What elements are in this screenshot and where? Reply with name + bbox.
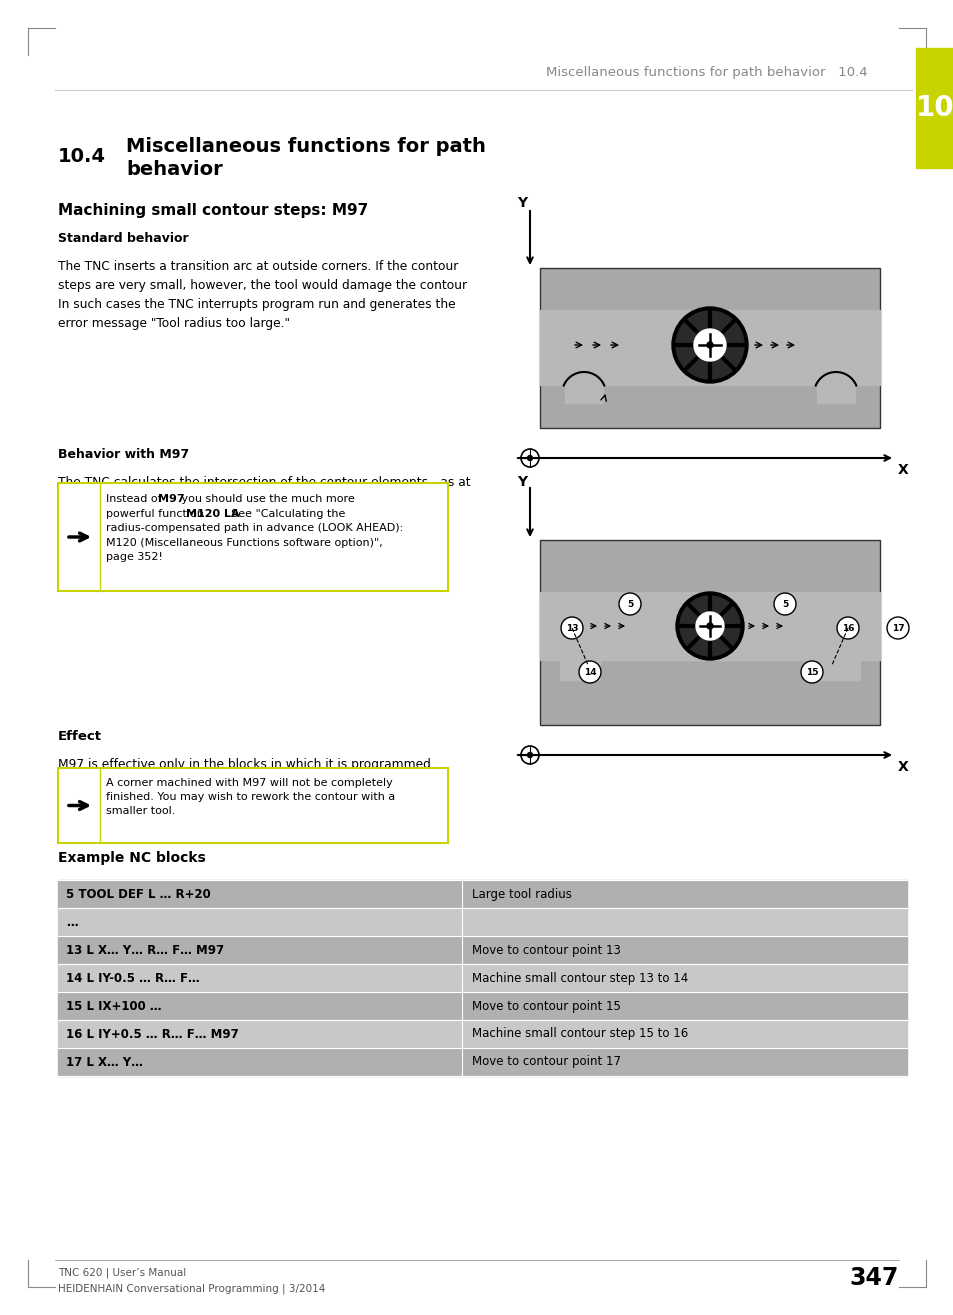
Circle shape xyxy=(836,617,858,639)
Circle shape xyxy=(706,342,712,348)
Text: Miscellaneous functions for path behavior   10.4: Miscellaneous functions for path behavio… xyxy=(546,66,867,79)
Circle shape xyxy=(560,617,582,639)
Circle shape xyxy=(693,329,725,362)
Text: In such cases the TNC interrupts program run and generates the
error message "To: In such cases the TNC interrupts program… xyxy=(58,299,456,330)
Text: 10: 10 xyxy=(915,93,953,122)
Bar xyxy=(564,385,602,402)
Text: smaller tool.: smaller tool. xyxy=(106,806,175,817)
Circle shape xyxy=(527,752,532,757)
Circle shape xyxy=(618,593,640,615)
Text: 13: 13 xyxy=(565,623,578,633)
Bar xyxy=(559,660,599,680)
Text: 17 L X… Y…: 17 L X… Y… xyxy=(66,1056,143,1069)
Circle shape xyxy=(696,611,723,640)
Text: A corner machined with M97 will not be completely: A corner machined with M97 will not be c… xyxy=(106,778,393,788)
Bar xyxy=(58,907,906,936)
Text: M120 LA: M120 LA xyxy=(186,509,239,518)
Text: Example NC blocks: Example NC blocks xyxy=(58,851,206,865)
Text: behavior: behavior xyxy=(126,160,222,179)
Bar xyxy=(58,880,906,907)
Text: 5: 5 xyxy=(626,600,633,609)
Bar xyxy=(915,49,953,168)
Text: Move to contour point 13: Move to contour point 13 xyxy=(472,943,620,956)
Text: 5: 5 xyxy=(781,600,787,609)
Text: finished. You may wish to rework the contour with a: finished. You may wish to rework the con… xyxy=(106,792,395,802)
Circle shape xyxy=(679,596,740,656)
Text: 16: 16 xyxy=(841,623,853,633)
Text: TNC 620 | User’s Manual: TNC 620 | User’s Manual xyxy=(58,1268,186,1278)
Text: Y: Y xyxy=(517,196,526,210)
Text: 17: 17 xyxy=(891,623,903,633)
Text: M97: M97 xyxy=(158,494,185,504)
Circle shape xyxy=(773,593,795,615)
Bar xyxy=(539,310,879,385)
Bar xyxy=(58,1048,906,1076)
Circle shape xyxy=(676,592,743,660)
Text: 10.4: 10.4 xyxy=(58,147,106,166)
Text: Y: Y xyxy=(517,475,526,489)
Bar xyxy=(58,992,906,1020)
Circle shape xyxy=(676,312,743,379)
Text: X: X xyxy=(897,463,908,477)
Text: Behavior with M97: Behavior with M97 xyxy=(58,448,189,462)
Circle shape xyxy=(520,448,538,467)
Text: …: … xyxy=(66,915,77,928)
Text: 14: 14 xyxy=(583,668,596,676)
Text: page 352!: page 352! xyxy=(106,552,163,562)
Bar xyxy=(539,268,879,427)
Bar xyxy=(539,592,879,660)
FancyBboxPatch shape xyxy=(58,483,448,590)
Text: The TNC inserts a transition arc at outside corners. If the contour
steps are ve: The TNC inserts a transition arc at outs… xyxy=(58,260,467,292)
Text: 5 TOOL DEF L … R+20: 5 TOOL DEF L … R+20 xyxy=(66,888,211,901)
Text: Move to contour point 15: Move to contour point 15 xyxy=(472,999,620,1013)
Circle shape xyxy=(886,617,908,639)
Text: Large tool radius: Large tool radius xyxy=(472,888,571,901)
Text: M97 is effective only in the blocks in which it is programmed.: M97 is effective only in the blocks in w… xyxy=(58,757,435,771)
Circle shape xyxy=(578,661,600,682)
Text: you should use the much more: you should use the much more xyxy=(178,494,355,504)
Text: X: X xyxy=(897,760,908,775)
Bar xyxy=(820,660,859,680)
Text: The TNC calculates the intersection of the contour elements—as at
inside corners: The TNC calculates the intersection of t… xyxy=(58,476,470,508)
Text: 15: 15 xyxy=(805,668,818,676)
Text: 15 L IX+100 …: 15 L IX+100 … xyxy=(66,999,161,1013)
Text: . See "Calculating the: . See "Calculating the xyxy=(224,509,345,518)
FancyBboxPatch shape xyxy=(58,768,448,843)
Bar xyxy=(58,936,906,964)
Text: powerful function: powerful function xyxy=(106,509,207,518)
Text: HEIDENHAIN Conversational Programming | 3/2014: HEIDENHAIN Conversational Programming | … xyxy=(58,1283,325,1294)
Circle shape xyxy=(706,623,712,629)
Text: Machining small contour steps: M97: Machining small contour steps: M97 xyxy=(58,203,368,218)
Text: 14 L IY-0.5 … R… F…: 14 L IY-0.5 … R… F… xyxy=(66,972,199,985)
Text: Miscellaneous functions for path: Miscellaneous functions for path xyxy=(126,137,485,156)
Circle shape xyxy=(520,746,538,764)
Circle shape xyxy=(801,661,822,682)
Text: M120 (Miscellaneous Functions software option)",: M120 (Miscellaneous Functions software o… xyxy=(106,538,382,547)
Text: 16 L IY+0.5 … R… F… M97: 16 L IY+0.5 … R… F… M97 xyxy=(66,1027,238,1040)
Text: Program M97 in the same block as the outside corner.: Program M97 in the same block as the out… xyxy=(58,512,390,523)
Bar xyxy=(58,964,906,992)
Circle shape xyxy=(671,306,747,383)
Bar xyxy=(58,1020,906,1048)
Text: 347: 347 xyxy=(849,1266,898,1290)
Text: Effect: Effect xyxy=(58,730,102,743)
Text: Machine small contour step 13 to 14: Machine small contour step 13 to 14 xyxy=(472,972,687,985)
Text: Machine small contour step 15 to 16: Machine small contour step 15 to 16 xyxy=(472,1027,687,1040)
Text: Move to contour point 17: Move to contour point 17 xyxy=(472,1056,620,1069)
Bar xyxy=(539,540,879,725)
Text: Standard behavior: Standard behavior xyxy=(58,231,189,245)
Bar xyxy=(816,385,854,402)
Text: radius-compensated path in advance (LOOK AHEAD):: radius-compensated path in advance (LOOK… xyxy=(106,523,403,533)
Text: 13 L X… Y… R… F… M97: 13 L X… Y… R… F… M97 xyxy=(66,943,224,956)
Text: Instead of: Instead of xyxy=(106,494,165,504)
Circle shape xyxy=(527,455,532,460)
